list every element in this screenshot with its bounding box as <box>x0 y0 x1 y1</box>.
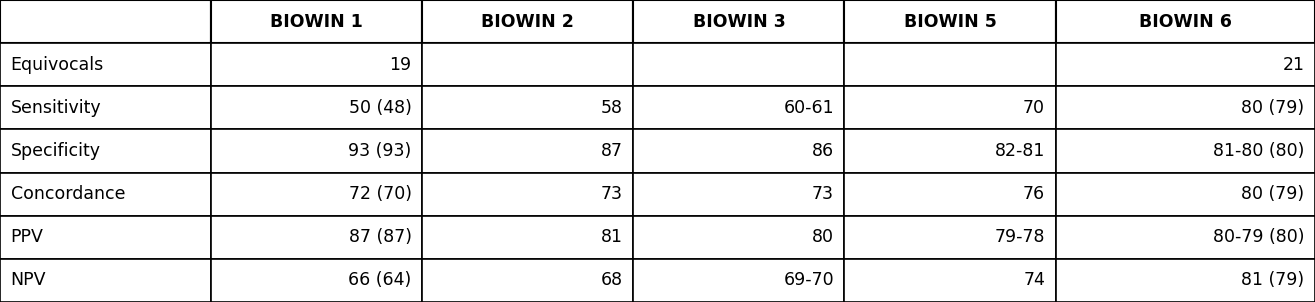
Text: 66 (64): 66 (64) <box>348 271 412 289</box>
Text: 21: 21 <box>1282 56 1304 74</box>
Bar <box>422 0 634 43</box>
Bar <box>634 86 844 130</box>
Text: 86: 86 <box>811 142 834 160</box>
Bar <box>634 43 844 86</box>
Text: 76: 76 <box>1023 185 1045 203</box>
Text: Sensitivity: Sensitivity <box>11 99 101 117</box>
Text: 80 (79): 80 (79) <box>1241 99 1304 117</box>
Bar <box>1056 0 1315 43</box>
Bar <box>1056 130 1315 172</box>
Bar <box>1056 86 1315 130</box>
Bar <box>844 259 1056 302</box>
Bar <box>422 43 634 86</box>
Text: 79-78: 79-78 <box>994 228 1045 246</box>
Bar <box>844 130 1056 172</box>
Text: 69-70: 69-70 <box>784 271 834 289</box>
Bar <box>844 172 1056 216</box>
Bar <box>422 86 634 130</box>
Bar <box>0 86 212 130</box>
Bar <box>634 259 844 302</box>
Bar <box>844 86 1056 130</box>
Bar <box>212 43 422 86</box>
Text: BIOWIN 1: BIOWIN 1 <box>271 13 363 31</box>
Text: 73: 73 <box>811 185 834 203</box>
Text: Concordance: Concordance <box>11 185 125 203</box>
Bar <box>422 172 634 216</box>
Text: 72 (70): 72 (70) <box>348 185 412 203</box>
Text: 70: 70 <box>1023 99 1045 117</box>
Text: 81-80 (80): 81-80 (80) <box>1214 142 1304 160</box>
Bar <box>422 259 634 302</box>
Text: 50 (48): 50 (48) <box>348 99 412 117</box>
Bar <box>1056 43 1315 86</box>
Bar <box>212 216 422 259</box>
Bar <box>212 86 422 130</box>
Text: PPV: PPV <box>11 228 43 246</box>
Bar <box>844 216 1056 259</box>
Bar <box>634 130 844 172</box>
Text: 87: 87 <box>601 142 623 160</box>
Text: BIOWIN 2: BIOWIN 2 <box>481 13 575 31</box>
Text: 80-79 (80): 80-79 (80) <box>1212 228 1304 246</box>
Text: 81 (79): 81 (79) <box>1241 271 1304 289</box>
Bar <box>844 43 1056 86</box>
Bar <box>212 259 422 302</box>
Bar <box>422 130 634 172</box>
Bar <box>1056 172 1315 216</box>
Bar <box>0 43 212 86</box>
Bar <box>634 0 844 43</box>
Bar <box>0 130 212 172</box>
Text: 93 (93): 93 (93) <box>348 142 412 160</box>
Bar <box>0 216 212 259</box>
Text: 68: 68 <box>601 271 623 289</box>
Bar <box>634 216 844 259</box>
Text: 80: 80 <box>811 228 834 246</box>
Text: NPV: NPV <box>11 271 46 289</box>
Text: 74: 74 <box>1023 271 1045 289</box>
Text: Equivocals: Equivocals <box>11 56 104 74</box>
Text: BIOWIN 6: BIOWIN 6 <box>1139 13 1232 31</box>
Bar <box>0 259 212 302</box>
Text: BIOWIN 3: BIOWIN 3 <box>693 13 785 31</box>
Bar <box>422 216 634 259</box>
Text: 81: 81 <box>601 228 623 246</box>
Bar <box>212 130 422 172</box>
Text: Specificity: Specificity <box>11 142 100 160</box>
Text: 73: 73 <box>601 185 623 203</box>
Bar <box>1056 259 1315 302</box>
Bar <box>634 172 844 216</box>
Text: 58: 58 <box>601 99 623 117</box>
Bar <box>844 0 1056 43</box>
Bar <box>212 172 422 216</box>
Text: BIOWIN 5: BIOWIN 5 <box>903 13 997 31</box>
Text: 82-81: 82-81 <box>994 142 1045 160</box>
Text: 19: 19 <box>389 56 412 74</box>
Text: 60-61: 60-61 <box>784 99 834 117</box>
Bar <box>1056 216 1315 259</box>
Text: 80 (79): 80 (79) <box>1241 185 1304 203</box>
Text: 87 (87): 87 (87) <box>348 228 412 246</box>
Bar <box>0 0 212 43</box>
Bar <box>0 172 212 216</box>
Bar <box>212 0 422 43</box>
